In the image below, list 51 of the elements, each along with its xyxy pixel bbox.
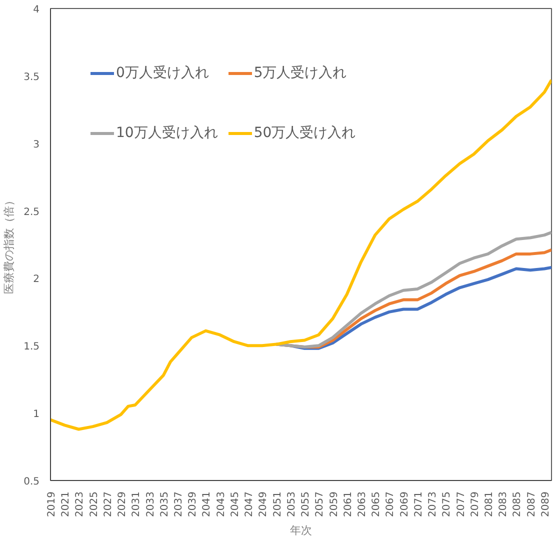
x-tick-label: 2071 (413, 491, 424, 517)
y-tick-label: 0.5 (24, 476, 40, 488)
x-tick-label: 2053 (286, 491, 298, 517)
legend-label: 10万人受け入れ (116, 124, 218, 143)
x-tick-label: 2065 (371, 491, 382, 517)
x-tick-label: 2063 (356, 491, 368, 517)
y-tick-label: 4 (33, 4, 40, 16)
x-tick-label: 2055 (300, 491, 312, 517)
x-tick-label: 2035 (159, 491, 170, 517)
legend-label: 5万人受け入れ (254, 64, 347, 83)
x-tick-label: 2021 (60, 491, 72, 517)
x-tick-label: 2079 (470, 491, 481, 517)
x-tick-label: 2081 (484, 491, 495, 517)
x-tick-label: 2073 (428, 491, 439, 517)
x-tick-label: 2087 (526, 491, 538, 517)
x-tick-label: 2059 (328, 491, 340, 517)
x-tick-label: 2039 (188, 491, 199, 517)
x-tick-label: 2041 (202, 491, 213, 517)
x-tick-label: 2085 (512, 491, 524, 517)
x-tick-label: 2029 (117, 491, 128, 517)
x-tick-label: 2049 (258, 491, 270, 517)
x-tick-label: 2069 (399, 491, 410, 517)
y-tick-label: 3 (33, 139, 40, 150)
y-tick-label: 3.5 (24, 72, 40, 83)
x-tick-label: 2077 (456, 491, 467, 517)
x-tick-label: 2075 (442, 491, 453, 517)
x-tick-label: 2089 (540, 491, 552, 517)
x-tick-label: 2027 (102, 491, 114, 517)
y-tick-label: 2.5 (24, 206, 40, 218)
x-tick-label: 2043 (216, 491, 227, 517)
y-tick-label: 1.5 (24, 342, 40, 353)
x-tick-label: 2067 (385, 491, 396, 517)
x-tick-label: 2019 (46, 491, 58, 517)
x-tick-label: 2045 (230, 491, 241, 517)
x-tick-label: 2057 (314, 491, 326, 517)
legend-label: 50万人受け入れ (254, 124, 356, 143)
y-tick-label: 2 (33, 274, 40, 286)
y-tick-label: 1 (33, 409, 40, 420)
y-axis-title: 医療費の指数（倍） (2, 195, 16, 294)
x-tick-label: 2083 (498, 491, 510, 517)
x-tick-label: 2037 (174, 491, 185, 517)
x-tick-label: 2047 (244, 491, 256, 517)
x-tick-label: 2025 (88, 491, 100, 517)
legend-label: 0万人受け入れ (116, 64, 209, 83)
x-tick-label: 2031 (131, 491, 142, 517)
x-tick-label: 2033 (145, 491, 156, 517)
x-tick-label: 2051 (272, 491, 284, 517)
x-axis-title: 年次 (290, 524, 312, 537)
line-series (50, 78, 552, 431)
x-tick-label: 2061 (342, 491, 354, 517)
x-tick-label: 2023 (74, 491, 86, 517)
